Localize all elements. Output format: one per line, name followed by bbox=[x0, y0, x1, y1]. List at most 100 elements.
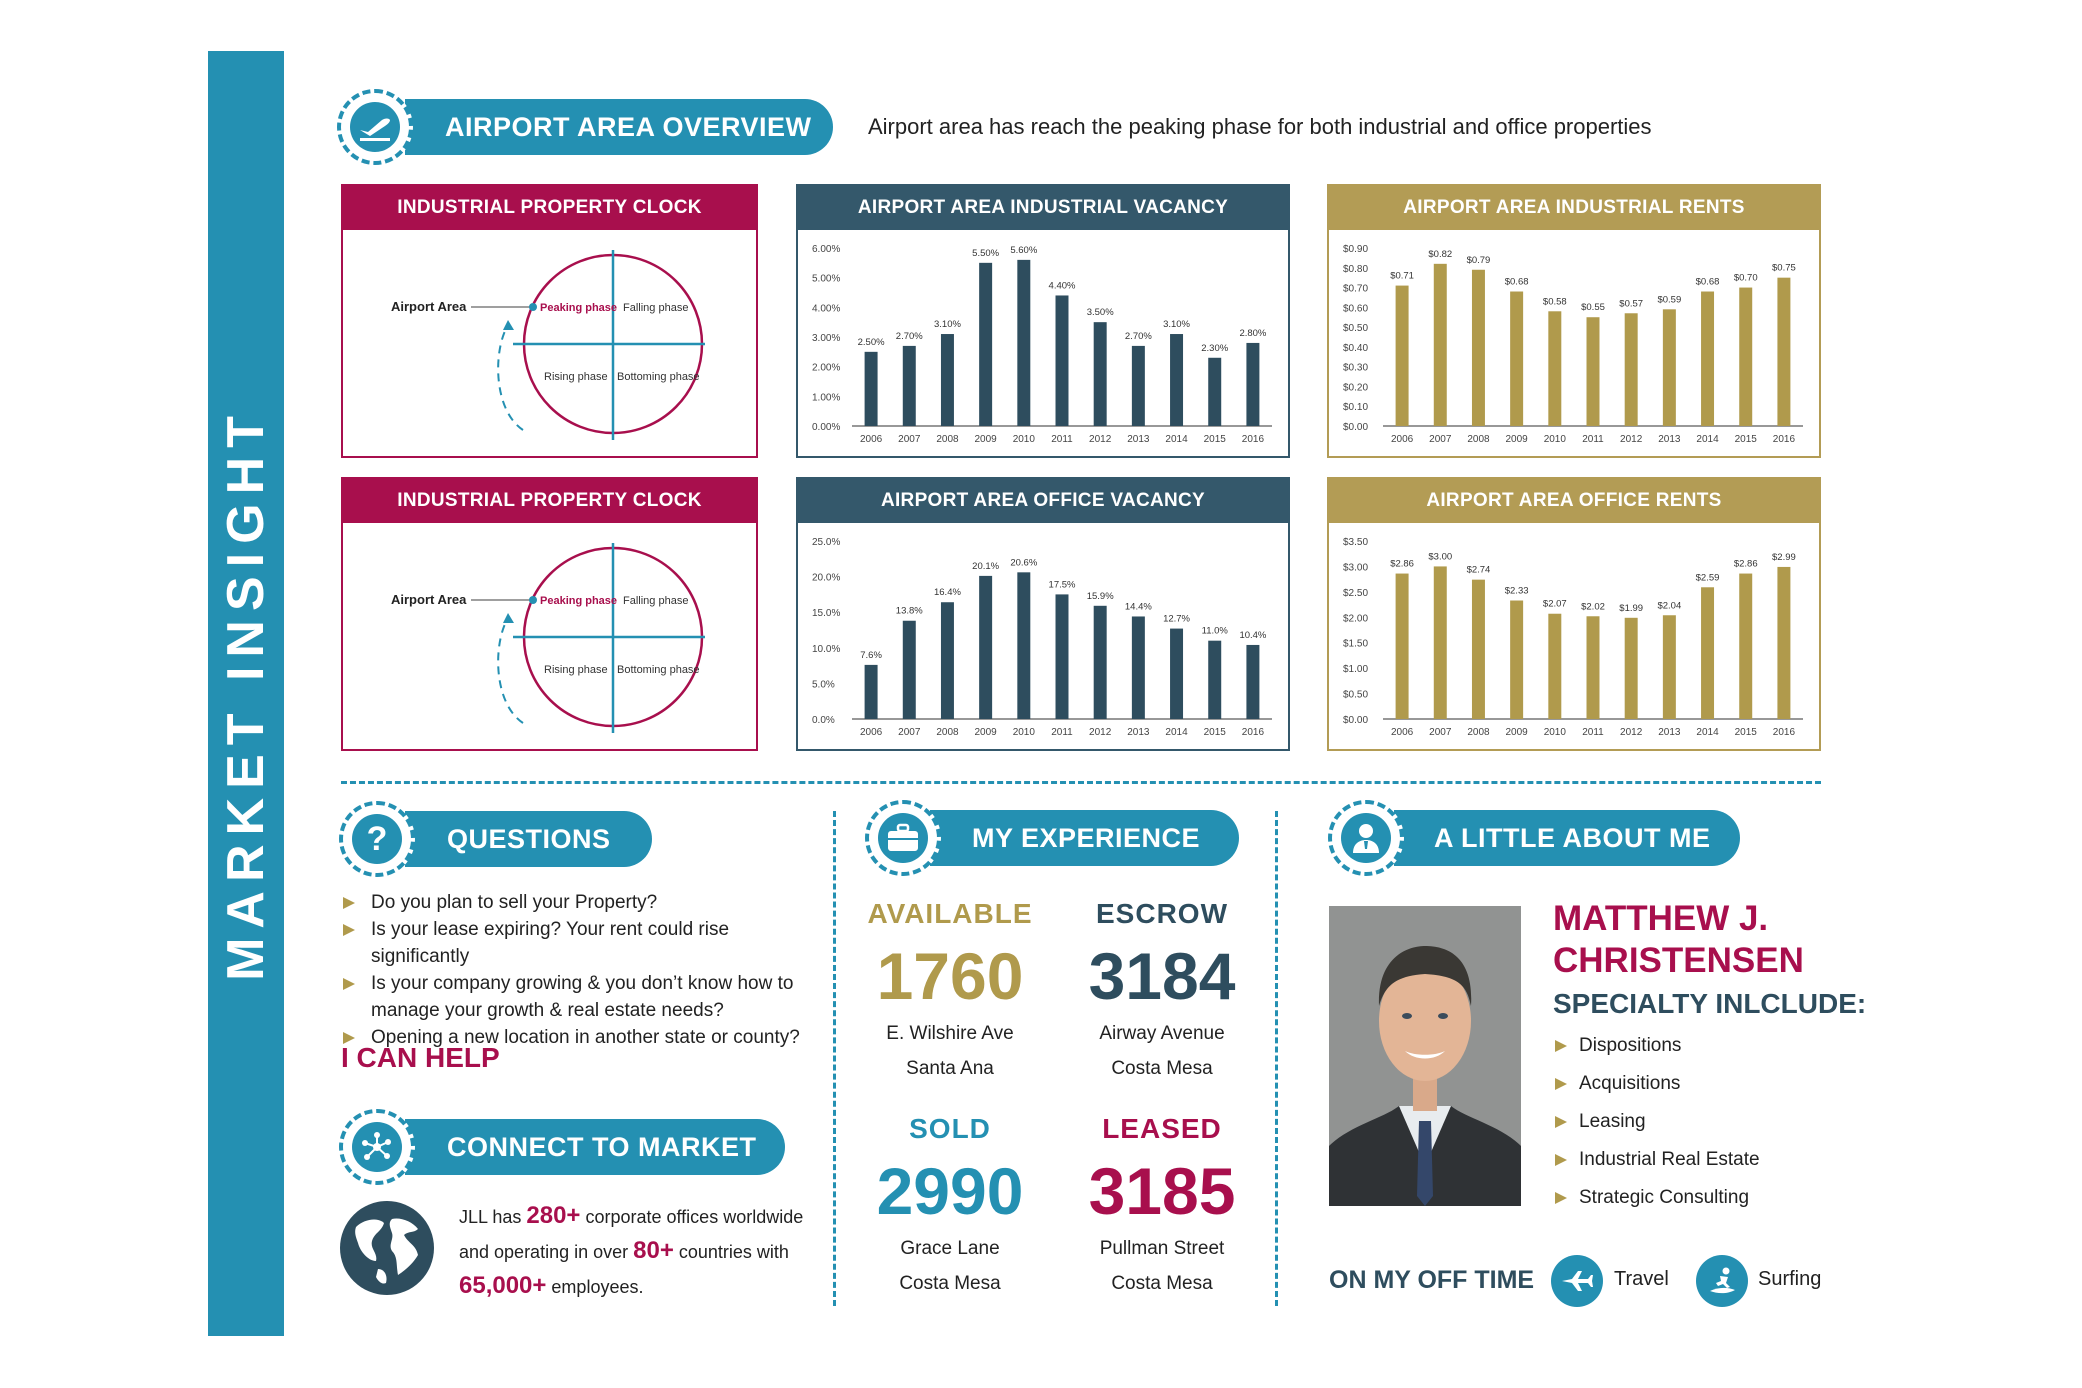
y-tick-label: $0.00 bbox=[1343, 422, 1368, 433]
x-tick-label: 2013 bbox=[1658, 434, 1681, 445]
industrial-rents-chart: $0.00 $0.10 $0.20 $0.30 $0.40 $0.50 $0.60 $0.70… bbox=[1343, 244, 1803, 445]
experience-title-bar: MY EXPERIENCE bbox=[930, 810, 1239, 866]
bar-value-label: $0.68 bbox=[1505, 277, 1529, 288]
office-vacancy-chart-panel: AIRPORT AREA OFFICE VACANCY 0.0% 5.0% 10.0… bbox=[796, 477, 1290, 751]
question-item: Is your company growing & you don’t know… bbox=[341, 970, 811, 1024]
bar-value-label: $2.33 bbox=[1505, 586, 1529, 597]
y-tick-label: $0.50 bbox=[1343, 323, 1368, 334]
x-tick-label: 2014 bbox=[1696, 727, 1719, 738]
y-tick-label: $2.00 bbox=[1343, 613, 1368, 624]
experience-label: ESCROW bbox=[1096, 898, 1228, 929]
y-tick-label: 1.00% bbox=[812, 392, 840, 403]
experience-label: AVAILABLE bbox=[867, 898, 1033, 929]
y-tick-label: $0.90 bbox=[1343, 244, 1368, 255]
bar-value-label: 3.50% bbox=[1087, 307, 1114, 318]
x-tick-label: 2009 bbox=[975, 727, 998, 738]
bar bbox=[1093, 605, 1107, 719]
bar-value-label: 13.8% bbox=[896, 606, 923, 617]
bar-value-label: $0.71 bbox=[1390, 271, 1414, 282]
bar bbox=[979, 575, 993, 719]
x-tick-label: 2009 bbox=[1506, 434, 1529, 445]
y-tick-label: 20.0% bbox=[812, 573, 840, 584]
experience-street: Airway Avenue bbox=[1099, 1023, 1225, 1044]
question-item: Is your lease expiring? Your rent could … bbox=[341, 916, 811, 970]
y-tick-label: 5.0% bbox=[812, 679, 835, 690]
clock-panel-title: INDUSTRIAL PROPERTY CLOCK bbox=[343, 479, 756, 523]
x-tick-label: 2007 bbox=[898, 727, 921, 738]
clock-panel-2: INDUSTRIAL PROPERTY CLOCK Airport Area P… bbox=[341, 477, 758, 751]
clock-marker-label: Airport Area bbox=[391, 592, 467, 607]
bar bbox=[1433, 263, 1447, 426]
x-tick-label: 2012 bbox=[1620, 727, 1643, 738]
bar bbox=[1701, 291, 1715, 426]
x-tick-label: 2006 bbox=[1391, 434, 1414, 445]
profile-photo bbox=[1329, 906, 1521, 1206]
overview-title-bar: AIRPORT AREA OVERVIEW bbox=[405, 99, 833, 155]
bar-value-label: $2.02 bbox=[1581, 601, 1605, 612]
bar bbox=[902, 345, 916, 426]
clock-q3-label: Rising phase bbox=[544, 664, 608, 676]
chart-title: AIRPORT AREA INDUSTRIAL RENTS bbox=[1329, 186, 1819, 230]
bar-value-label: 2.80% bbox=[1239, 328, 1266, 339]
bar-value-label: 3.10% bbox=[1163, 319, 1190, 330]
bar bbox=[979, 262, 993, 426]
bar bbox=[1701, 587, 1715, 719]
bar-value-label: $0.82 bbox=[1428, 249, 1452, 260]
experience-city: Santa Ana bbox=[906, 1058, 994, 1079]
bar bbox=[864, 351, 878, 426]
x-tick-label: 2015 bbox=[1735, 727, 1758, 738]
office-rents-chart-panel: AIRPORT AREA OFFICE RENTS $0.00 $0.50 $1.0… bbox=[1327, 477, 1821, 751]
question-item-continuation: manage your growth & real estate needs? bbox=[371, 1000, 724, 1021]
clock-q2-label: Falling phase bbox=[623, 302, 688, 314]
bar bbox=[1624, 313, 1638, 426]
x-tick-label: 2014 bbox=[1696, 434, 1719, 445]
x-tick-label: 2010 bbox=[1544, 727, 1567, 738]
bar bbox=[1510, 291, 1524, 426]
bar-value-label: 2.70% bbox=[1125, 331, 1152, 342]
hobby-travel: Travel bbox=[1614, 1268, 1669, 1290]
clock-marker-label: Airport Area bbox=[391, 299, 467, 314]
x-tick-label: 2016 bbox=[1242, 434, 1265, 445]
bar bbox=[1433, 566, 1447, 719]
person-icon bbox=[1353, 824, 1379, 853]
connect-title-bar: CONNECT TO MARKET bbox=[405, 1119, 785, 1175]
clock-q4-label: Bottoming phase bbox=[617, 371, 700, 383]
clock-q1-label: Peaking phase bbox=[540, 302, 617, 314]
bar-value-label: $2.04 bbox=[1657, 600, 1681, 611]
chart-title: AIRPORT AREA OFFICE VACANCY bbox=[798, 479, 1288, 523]
bar bbox=[1093, 322, 1107, 426]
bar-value-label: $1.99 bbox=[1619, 603, 1643, 614]
bar bbox=[1395, 285, 1409, 426]
x-tick-label: 2006 bbox=[1391, 727, 1414, 738]
y-tick-label: $2.50 bbox=[1343, 588, 1368, 599]
bar-value-label: 12.7% bbox=[1163, 614, 1190, 625]
bar bbox=[1208, 640, 1222, 719]
y-tick-label: 0.0% bbox=[812, 715, 835, 726]
specialty-item: Strategic Consulting bbox=[1553, 1179, 1760, 1217]
bar-value-label: 10.4% bbox=[1239, 630, 1266, 641]
column-divider-right bbox=[1275, 811, 1278, 1306]
bar bbox=[1208, 357, 1222, 426]
y-tick-label: 2.00% bbox=[812, 363, 840, 374]
experience-city: Costa Mesa bbox=[899, 1273, 1001, 1294]
bar bbox=[1777, 277, 1791, 426]
chart-title: AIRPORT AREA INDUSTRIAL VACANCY bbox=[798, 186, 1288, 230]
experience-street: Grace Lane bbox=[900, 1238, 1000, 1259]
questions-icon-ring: ? bbox=[339, 801, 415, 877]
x-tick-label: 2007 bbox=[1429, 434, 1452, 445]
bar bbox=[1739, 573, 1753, 719]
x-tick-label: 2013 bbox=[1127, 434, 1150, 445]
y-tick-label: 25.0% bbox=[812, 537, 840, 548]
y-tick-label: $1.50 bbox=[1343, 639, 1368, 650]
experience-label: SOLD bbox=[909, 1113, 991, 1144]
clock-q3-label: Rising phase bbox=[544, 371, 608, 383]
x-tick-label: 2007 bbox=[1429, 727, 1452, 738]
industrial-vacancy-chart: 0.00% 1.00% 2.00% 3.00% 4.00% 5.00% 6.00% 2.50%… bbox=[812, 244, 1272, 445]
airplane-icon bbox=[1551, 1255, 1603, 1307]
profile-name-line2: CHRISTENSEN bbox=[1553, 941, 1804, 980]
bar-value-label: $2.86 bbox=[1390, 559, 1414, 570]
bar-value-label: 2.70% bbox=[896, 331, 923, 342]
bar-value-label: 20.6% bbox=[1010, 557, 1037, 568]
experience-number: 3184 bbox=[1088, 939, 1236, 1013]
bar bbox=[1586, 317, 1600, 426]
